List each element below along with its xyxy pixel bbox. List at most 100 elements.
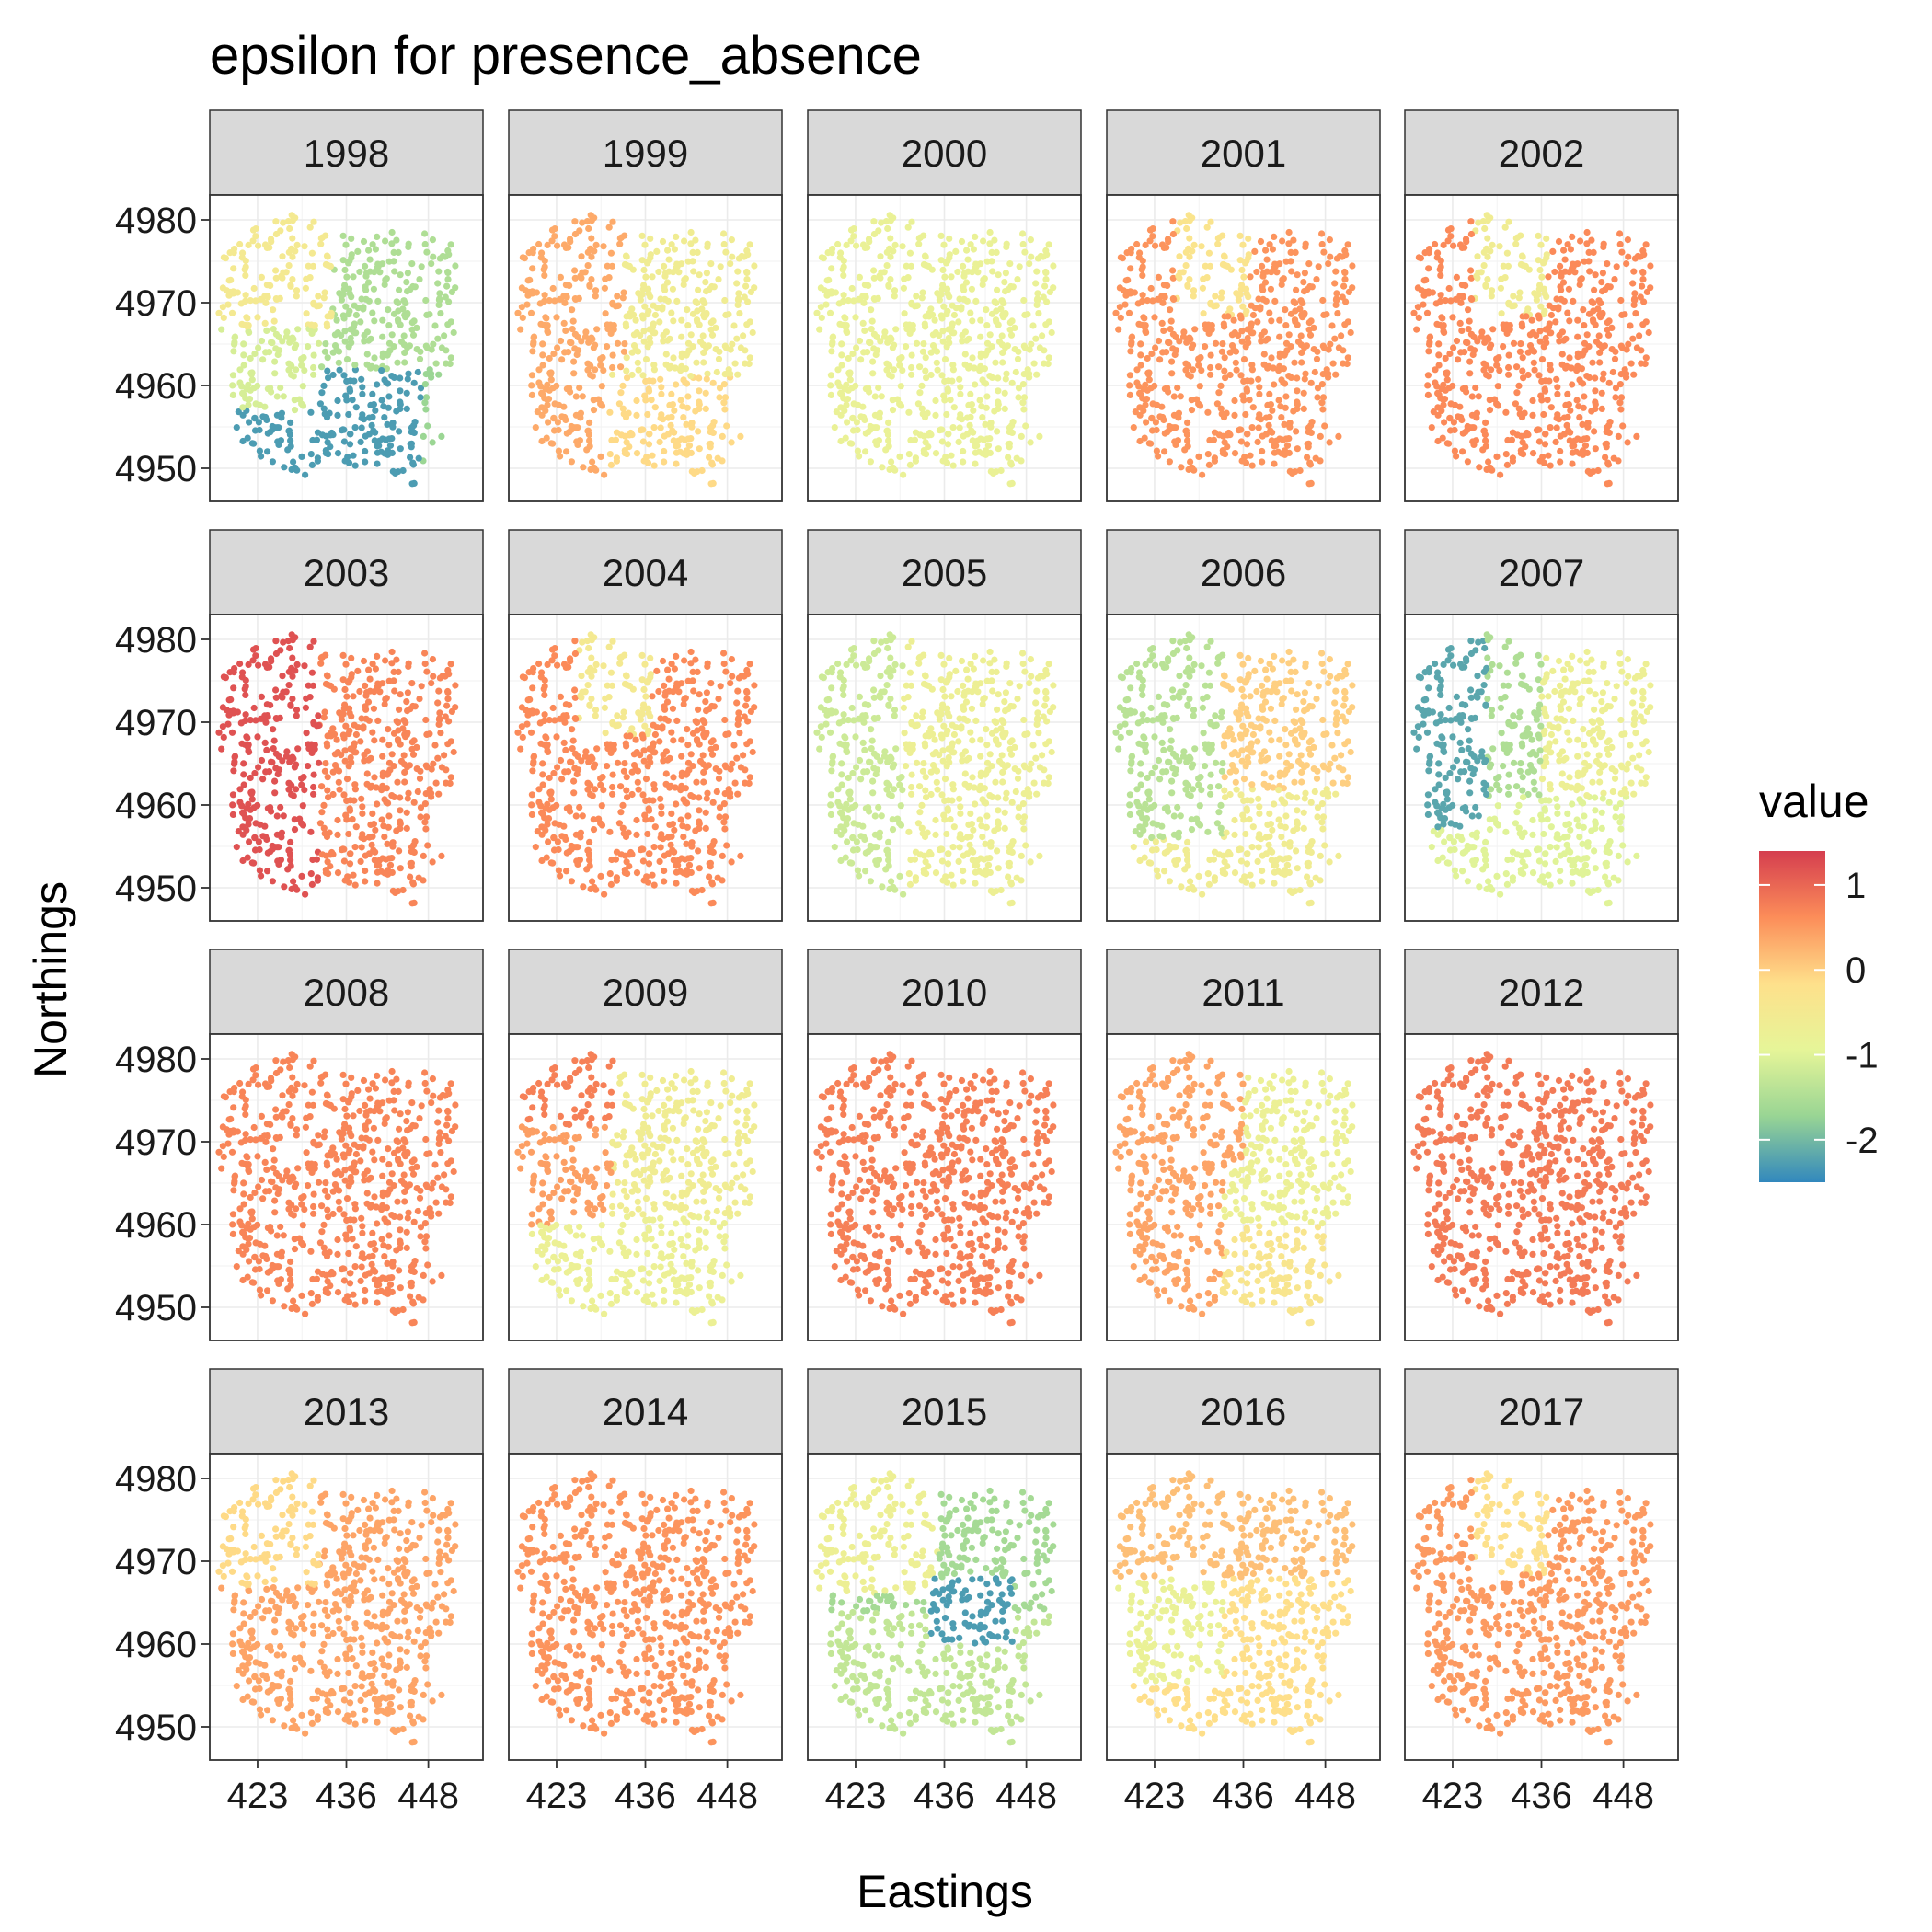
- data-point: [615, 302, 622, 310]
- data-point: [582, 328, 590, 336]
- data-point: [1125, 309, 1133, 316]
- data-point: [897, 383, 904, 390]
- data-point: [749, 748, 756, 756]
- data-point: [316, 721, 323, 730]
- data-point: [543, 434, 550, 442]
- data-point: [545, 396, 553, 403]
- data-point: [421, 230, 429, 237]
- data-point: [979, 450, 986, 457]
- data-point: [1449, 314, 1456, 321]
- data-point: [1630, 371, 1638, 378]
- data-point: [548, 237, 556, 245]
- data-point: [429, 858, 436, 866]
- data-point: [1196, 402, 1204, 409]
- data-point: [699, 332, 707, 339]
- data-point: [1519, 367, 1526, 374]
- data-point: [361, 835, 368, 843]
- data-point: [328, 313, 335, 320]
- data-point: [734, 687, 742, 695]
- data-point: [843, 241, 850, 248]
- data-point: [1271, 297, 1279, 305]
- data-point: [609, 218, 616, 225]
- facet-strip-label: 2004: [603, 551, 688, 594]
- data-point: [868, 745, 875, 753]
- data-point: [661, 283, 668, 291]
- data-point: [1240, 273, 1248, 281]
- data-point: [342, 722, 350, 730]
- data-point: [844, 328, 851, 336]
- data-point: [1498, 275, 1505, 282]
- data-point: [341, 701, 349, 708]
- data-point: [1483, 466, 1490, 473]
- data-point: [423, 668, 431, 675]
- data-point: [585, 644, 592, 652]
- data-point: [302, 471, 309, 478]
- data-point: [861, 327, 868, 334]
- data-point: [619, 382, 627, 389]
- data-point: [1510, 339, 1518, 347]
- data-point: [286, 224, 293, 233]
- data-point: [717, 263, 724, 270]
- data-point: [252, 400, 259, 408]
- data-point: [541, 297, 548, 305]
- data-point: [923, 451, 930, 458]
- data-point: [275, 844, 282, 851]
- data-point: [1576, 450, 1583, 457]
- data-point: [215, 729, 223, 736]
- data-point: [388, 660, 396, 667]
- data-point: [827, 382, 834, 389]
- data-point: [334, 816, 341, 824]
- data-point: [922, 787, 929, 794]
- data-point: [318, 389, 326, 397]
- data-point: [751, 682, 758, 689]
- data-point: [324, 774, 331, 781]
- data-point: [388, 792, 396, 799]
- data-point: [404, 689, 411, 696]
- data-point: [680, 450, 687, 457]
- data-point: [744, 718, 752, 725]
- data-point: [1040, 253, 1047, 260]
- data-point: [865, 804, 872, 811]
- data-point: [1244, 334, 1251, 342]
- data-point: [557, 273, 565, 281]
- data-point: [733, 335, 741, 342]
- data-point: [1214, 240, 1222, 247]
- data-point: [919, 289, 926, 296]
- data-point: [617, 234, 626, 241]
- data-point: [623, 787, 630, 794]
- data-point: [1590, 318, 1597, 326]
- data-point: [716, 394, 723, 401]
- data-point: [1625, 340, 1632, 348]
- data-point: [289, 654, 296, 661]
- data-point: [982, 420, 989, 428]
- data-point: [1496, 367, 1503, 374]
- data-point: [409, 751, 418, 758]
- data-point: [1608, 346, 1616, 353]
- data-point: [574, 753, 581, 761]
- data-point: [435, 790, 443, 798]
- data-point: [641, 303, 649, 310]
- data-point: [403, 389, 410, 397]
- data-point: [1485, 458, 1492, 466]
- data-point: [952, 667, 960, 675]
- data-point: [1320, 311, 1328, 318]
- data-point: [405, 370, 412, 377]
- data-point: [545, 815, 553, 822]
- data-point: [526, 276, 534, 283]
- data-point: [291, 826, 299, 834]
- data-point: [706, 860, 713, 868]
- data-point: [365, 337, 373, 344]
- data-point: [637, 293, 644, 300]
- data-point: [1456, 293, 1464, 300]
- data-point: [1019, 240, 1027, 248]
- data-point: [961, 748, 969, 755]
- data-point: [562, 327, 569, 334]
- data-point: [1414, 304, 1421, 311]
- data-point: [606, 451, 614, 458]
- data-point: [1542, 334, 1549, 342]
- data-point: [539, 760, 546, 767]
- data-point: [447, 661, 454, 668]
- data-point: [609, 351, 616, 359]
- data-point: [1480, 248, 1488, 256]
- data-point: [1618, 344, 1626, 351]
